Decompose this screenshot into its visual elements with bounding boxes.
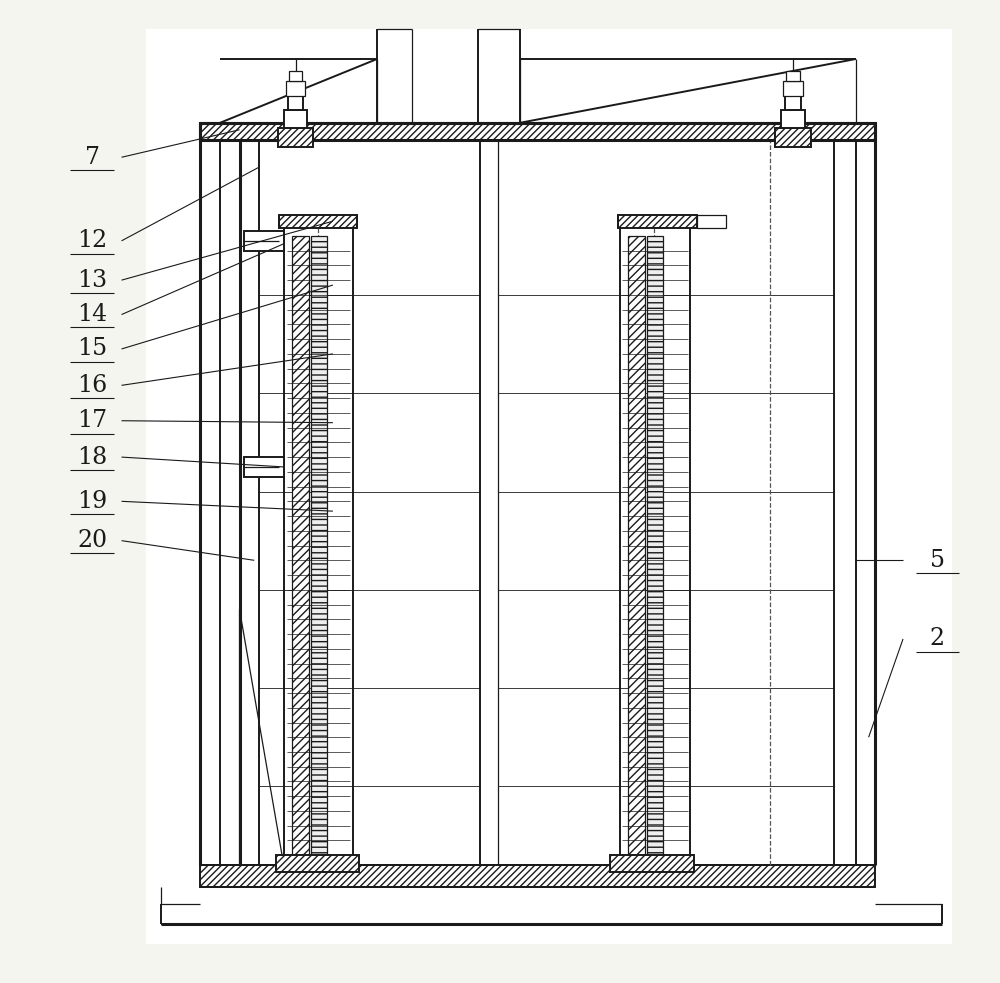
Bar	[647, 236, 663, 855]
Text: 18: 18	[77, 445, 107, 469]
Text: 12: 12	[77, 229, 107, 253]
Text: 2: 2	[930, 627, 945, 651]
Bar	[697, 215, 726, 228]
Text: 5: 5	[930, 549, 945, 572]
Bar	[775, 128, 811, 147]
Bar	[244, 231, 284, 251]
Bar	[618, 215, 697, 228]
Text: 15: 15	[77, 337, 107, 361]
Bar	[146, 29, 952, 944]
Bar	[200, 123, 875, 140]
Bar	[286, 81, 305, 96]
Text: 7: 7	[85, 145, 100, 169]
Text: 13: 13	[77, 268, 107, 292]
Bar	[781, 110, 805, 128]
Text: 19: 19	[77, 490, 107, 513]
Bar	[311, 236, 327, 855]
Bar	[786, 71, 800, 81]
Text: 20: 20	[77, 529, 107, 552]
Bar	[244, 457, 284, 477]
Bar	[284, 110, 307, 128]
Bar	[610, 855, 694, 872]
Bar	[278, 128, 313, 147]
Bar	[628, 236, 645, 855]
Bar	[276, 855, 359, 872]
Bar	[200, 865, 875, 887]
Bar	[289, 71, 302, 81]
Bar	[785, 96, 801, 110]
Bar	[279, 215, 357, 228]
Text: 17: 17	[77, 409, 107, 433]
Text: 14: 14	[77, 303, 107, 326]
Bar	[783, 81, 803, 96]
Bar	[288, 96, 303, 110]
Bar	[292, 236, 309, 855]
Text: 16: 16	[77, 374, 107, 397]
